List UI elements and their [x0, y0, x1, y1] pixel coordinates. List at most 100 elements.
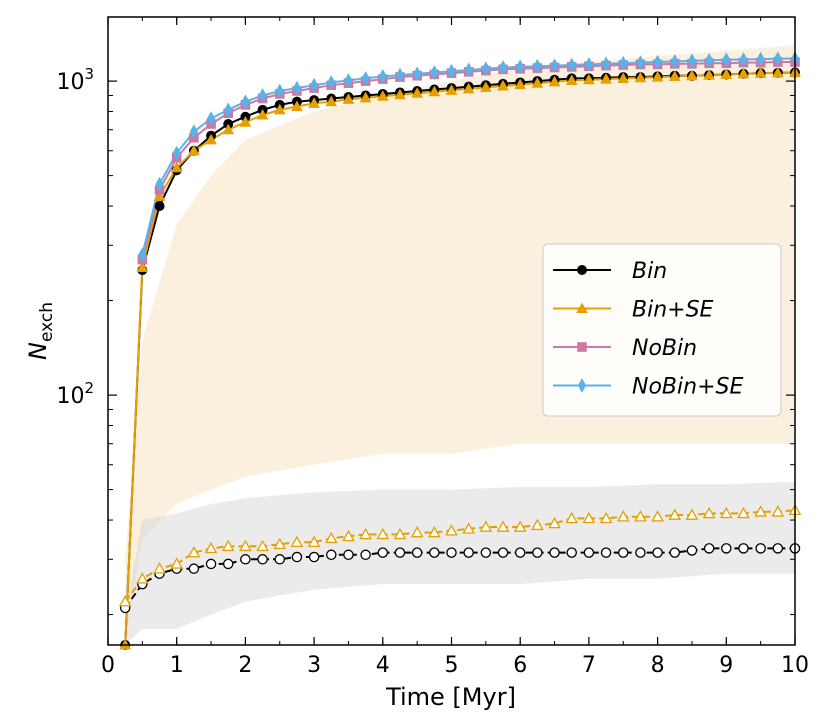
data-point [516, 59, 525, 75]
data-point [154, 201, 165, 212]
x-tick-label: 4 [376, 653, 390, 678]
data-point [773, 51, 782, 67]
x-tick-label: 9 [719, 653, 733, 678]
data-point [565, 511, 579, 524]
data-point [343, 549, 354, 561]
data-point [138, 247, 147, 263]
data-point [172, 145, 181, 161]
data-point [514, 547, 526, 558]
data-point [222, 558, 234, 570]
data-point [462, 82, 475, 94]
data-point [600, 73, 612, 84]
x-axis-label: Time [Myr] [385, 683, 516, 711]
data-point [224, 102, 233, 118]
data-point [325, 95, 338, 107]
data-point [445, 524, 458, 536]
data-point [498, 60, 508, 75]
data-point [327, 75, 336, 90]
legend-label: NoBin+SE [632, 375, 743, 400]
data-point [187, 546, 201, 558]
data-point [377, 547, 389, 558]
y-tick-label: 102 [56, 379, 94, 409]
data-point [756, 51, 765, 67]
data-point [721, 543, 732, 554]
legend-label: Bin [632, 259, 667, 284]
data-point [651, 71, 664, 82]
data-point [548, 516, 561, 529]
legend-marker [576, 302, 588, 314]
data-point [428, 525, 441, 538]
data-point [310, 77, 319, 93]
data-point [394, 88, 406, 100]
data-point [257, 554, 268, 565]
data-point [531, 77, 544, 88]
data-point [290, 535, 304, 548]
data-point [687, 53, 697, 69]
data-point [462, 522, 475, 534]
data-point [755, 543, 766, 554]
data-point [533, 58, 542, 74]
data-point [481, 61, 490, 77]
data-point [170, 557, 184, 569]
x-tick-label: 5 [445, 653, 459, 678]
data-point [360, 549, 371, 561]
data-point [668, 508, 682, 520]
data-point [430, 65, 439, 80]
data-point [582, 511, 596, 524]
data-point [685, 508, 699, 520]
data-point [772, 543, 784, 554]
data-point [464, 62, 473, 78]
data-point [737, 67, 750, 79]
data-point [394, 547, 406, 558]
data-point [636, 55, 645, 70]
data-point [376, 527, 390, 540]
data-point [256, 539, 269, 552]
data-point [703, 69, 716, 80]
y-axis-label: Nexch [24, 302, 57, 360]
data-point [634, 71, 647, 83]
series-line-4 [124, 547, 795, 609]
data-point [240, 554, 251, 565]
data-point [583, 547, 595, 558]
data-point [513, 520, 527, 532]
data-point [395, 67, 405, 83]
data-point [428, 85, 441, 97]
data-point [652, 547, 663, 558]
data-point [361, 71, 370, 86]
data-point [292, 80, 302, 96]
data-point [344, 73, 353, 88]
data-point [567, 57, 576, 73]
legend-marker [577, 342, 587, 352]
data-point [308, 551, 320, 563]
data-point [548, 75, 561, 87]
data-point [136, 572, 149, 584]
x-tick-label: 6 [513, 653, 527, 678]
data-point [550, 58, 559, 73]
data-point [480, 547, 492, 558]
data-point [136, 261, 149, 273]
x-axis-ticks: 0 1 2 3 4 5 6 7 8 9 10 [101, 17, 809, 678]
data-point [686, 545, 698, 556]
data-point [221, 539, 235, 552]
data-point [205, 133, 217, 145]
data-point [256, 108, 269, 120]
data-point [668, 70, 681, 81]
data-point [445, 84, 458, 95]
series-line-1 [124, 71, 796, 646]
data-point [258, 88, 267, 103]
data-point [566, 547, 577, 558]
data-point [771, 505, 785, 517]
data-point [342, 93, 355, 104]
data-point [479, 520, 493, 532]
data-point [393, 527, 407, 540]
data-point [275, 83, 284, 99]
series-line-5 [124, 509, 796, 603]
legend-label: Bin+SE [632, 298, 714, 323]
data-point [308, 97, 320, 108]
y-tick-label: 103 [56, 65, 94, 95]
data-point [359, 527, 372, 540]
data-point [705, 52, 714, 68]
data-point [479, 81, 492, 92]
y-axis-ticks: 102 103 [56, 65, 795, 616]
data-point [118, 595, 132, 607]
